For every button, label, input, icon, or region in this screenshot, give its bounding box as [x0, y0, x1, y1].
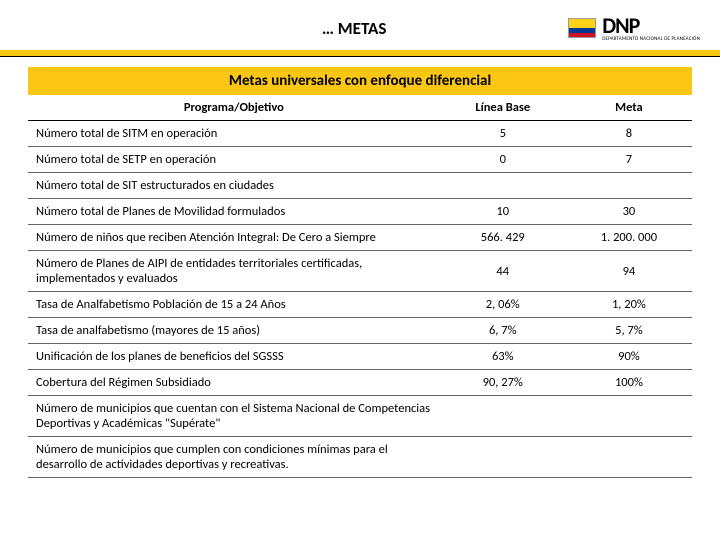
table-row: Número de municipios que cumplen con con…: [28, 437, 692, 478]
table-row: Número de Planes de AIPI de entidades te…: [28, 251, 692, 292]
row-meta: 100%: [566, 370, 692, 396]
row-label: Número de Planes de AIPI de entidades te…: [28, 251, 440, 292]
row-linea-base: 44: [440, 251, 566, 292]
table-row: Unificación de los planes de beneficios …: [28, 344, 692, 370]
table-header-row: Programa/Objetivo Línea Base Meta: [28, 95, 692, 121]
table-row: Tasa de analfabetismo (mayores de 15 año…: [28, 318, 692, 344]
row-linea-base: 2, 06%: [440, 292, 566, 318]
metas-table: Programa/Objetivo Línea Base Meta Número…: [28, 95, 692, 478]
row-label: Número total de SIT estructurados en ciu…: [28, 173, 440, 199]
table-row: Número de municipios que cuentan con el …: [28, 396, 692, 437]
row-meta: 8: [566, 121, 692, 147]
row-label: Número de niños que reciben Atención Int…: [28, 225, 440, 251]
row-meta: 90%: [566, 344, 692, 370]
content: Metas universales con enfoque diferencia…: [0, 57, 720, 478]
logo-text: DNP DEPARTAMENTO NACIONAL DE PLANEACIÓN: [602, 15, 700, 42]
colombia-flag-icon: [568, 18, 596, 38]
col-programa: Programa/Objetivo: [28, 95, 440, 121]
logo-sub: DEPARTAMENTO NACIONAL DE PLANEACIÓN: [602, 37, 700, 42]
row-linea-base: 0: [440, 147, 566, 173]
table-row: Número total de SITM en operación58: [28, 121, 692, 147]
row-meta: 94: [566, 251, 692, 292]
table-row: Número total de SETP en operación07: [28, 147, 692, 173]
row-label: Tasa de analfabetismo (mayores de 15 año…: [28, 318, 440, 344]
table-row: Número de niños que reciben Atención Int…: [28, 225, 692, 251]
row-linea-base: 566. 429: [440, 225, 566, 251]
row-meta: [566, 396, 692, 437]
table-row: Número total de Planes de Movilidad form…: [28, 199, 692, 225]
col-linea-base: Línea Base: [440, 95, 566, 121]
row-meta: 1, 20%: [566, 292, 692, 318]
row-linea-base: 90, 27%: [440, 370, 566, 396]
row-linea-base: [440, 437, 566, 478]
row-label: Número de municipios que cumplen con con…: [28, 437, 440, 478]
row-linea-base: [440, 396, 566, 437]
row-meta: [566, 173, 692, 199]
row-label: Número total de SETP en operación: [28, 147, 440, 173]
row-label: Tasa de Analfabetismo Población de 15 a …: [28, 292, 440, 318]
row-linea-base: 6, 7%: [440, 318, 566, 344]
row-linea-base: 63%: [440, 344, 566, 370]
logo-main: DNP: [602, 15, 700, 37]
table-row: Tasa de Analfabetismo Población de 15 a …: [28, 292, 692, 318]
row-meta: [566, 437, 692, 478]
row-linea-base: 10: [440, 199, 566, 225]
row-label: Unificación de los planes de beneficios …: [28, 344, 440, 370]
row-linea-base: 5: [440, 121, 566, 147]
dnp-logo: DNP DEPARTAMENTO NACIONAL DE PLANEACIÓN: [568, 15, 700, 42]
table-row: Número total de SIT estructurados en ciu…: [28, 173, 692, 199]
row-label: Número total de SITM en operación: [28, 121, 440, 147]
row-label: Número total de Planes de Movilidad form…: [28, 199, 440, 225]
page-title: … METAS: [20, 18, 568, 39]
section-banner: Metas universales con enfoque diferencia…: [28, 67, 692, 95]
row-label: Número de municipios que cuentan con el …: [28, 396, 440, 437]
row-label: Cobertura del Régimen Subsidiado: [28, 370, 440, 396]
row-meta: 30: [566, 199, 692, 225]
table-row: Cobertura del Régimen Subsidiado90, 27%1…: [28, 370, 692, 396]
row-linea-base: [440, 173, 566, 199]
col-meta: Meta: [566, 95, 692, 121]
header: … METAS DNP DEPARTAMENTO NACIONAL DE PLA…: [0, 0, 720, 48]
row-meta: 7: [566, 147, 692, 173]
row-meta: 1. 200. 000: [566, 225, 692, 251]
row-meta: 5, 7%: [566, 318, 692, 344]
